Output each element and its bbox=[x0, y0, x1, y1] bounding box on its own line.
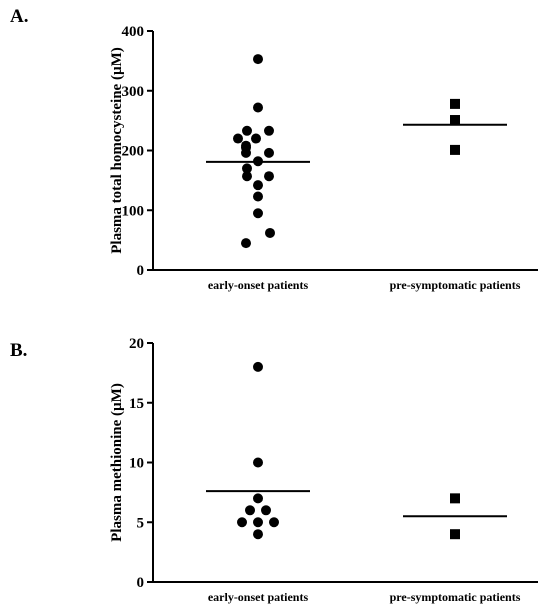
data-point-circle bbox=[253, 102, 263, 113]
data-point-circle bbox=[242, 125, 252, 136]
data-point-circle bbox=[253, 493, 263, 504]
panel-label: B. bbox=[10, 340, 27, 361]
data-point-circle bbox=[242, 171, 252, 182]
data-point-circle bbox=[253, 361, 263, 372]
data-point-circle bbox=[245, 505, 255, 516]
data-point-circle bbox=[251, 133, 261, 144]
data-point-square bbox=[450, 493, 460, 504]
y-axis-title: Plasma total homocysteine (µM) bbox=[109, 47, 125, 254]
data-point-circle bbox=[233, 133, 243, 144]
y-axis-title: Plasma methionine (µM) bbox=[109, 383, 125, 542]
data-point-circle bbox=[264, 171, 274, 182]
y-tick-label: 300 bbox=[122, 84, 145, 100]
y-tick-label: 100 bbox=[122, 203, 145, 219]
y-tick-label: 0 bbox=[137, 263, 145, 279]
data-point-circle bbox=[253, 54, 263, 65]
data-point-circle bbox=[269, 517, 279, 528]
y-tick-label: 15 bbox=[129, 396, 144, 412]
y-tick-label: 5 bbox=[137, 515, 145, 531]
data-point-circle bbox=[253, 191, 263, 202]
data-point-square bbox=[450, 529, 460, 540]
data-point-circle bbox=[241, 238, 251, 249]
data-point-circle bbox=[253, 457, 263, 468]
x-category-label: pre-symptomatic patients bbox=[390, 590, 521, 604]
data-point-square bbox=[450, 98, 460, 109]
x-category-label: early-onset patients bbox=[208, 590, 309, 604]
data-point-circle bbox=[264, 125, 274, 136]
data-point-square bbox=[450, 144, 460, 155]
x-category-label: early-onset patients bbox=[208, 278, 309, 292]
panel-b: B. 0 5 10 15 20 Plasma methionine (µM) early-on… bbox=[10, 336, 538, 604]
y-tick-label: 10 bbox=[129, 456, 144, 472]
data-point-circle bbox=[253, 180, 263, 191]
data-point-circle bbox=[253, 517, 263, 528]
panel-label: A. bbox=[10, 6, 28, 27]
y-tick-label: 200 bbox=[122, 144, 145, 160]
x-category-label: pre-symptomatic patients bbox=[390, 278, 521, 292]
data-point-circle bbox=[253, 529, 263, 540]
data-point-circle bbox=[261, 505, 271, 516]
data-point-square bbox=[450, 115, 460, 126]
data-point-circle bbox=[241, 147, 251, 158]
panel-a: A. 0 100 200 300 400 Plasma total homocysteine… bbox=[10, 6, 538, 292]
y-tick-label: 20 bbox=[129, 336, 144, 352]
data-point-circle bbox=[253, 208, 263, 219]
data-point-circle bbox=[264, 147, 274, 158]
data-point-circle bbox=[265, 227, 275, 238]
data-point-circle bbox=[242, 163, 252, 174]
data-point-circle bbox=[237, 517, 247, 528]
y-tick-label: 0 bbox=[137, 575, 145, 591]
y-tick-label: 400 bbox=[122, 24, 145, 40]
